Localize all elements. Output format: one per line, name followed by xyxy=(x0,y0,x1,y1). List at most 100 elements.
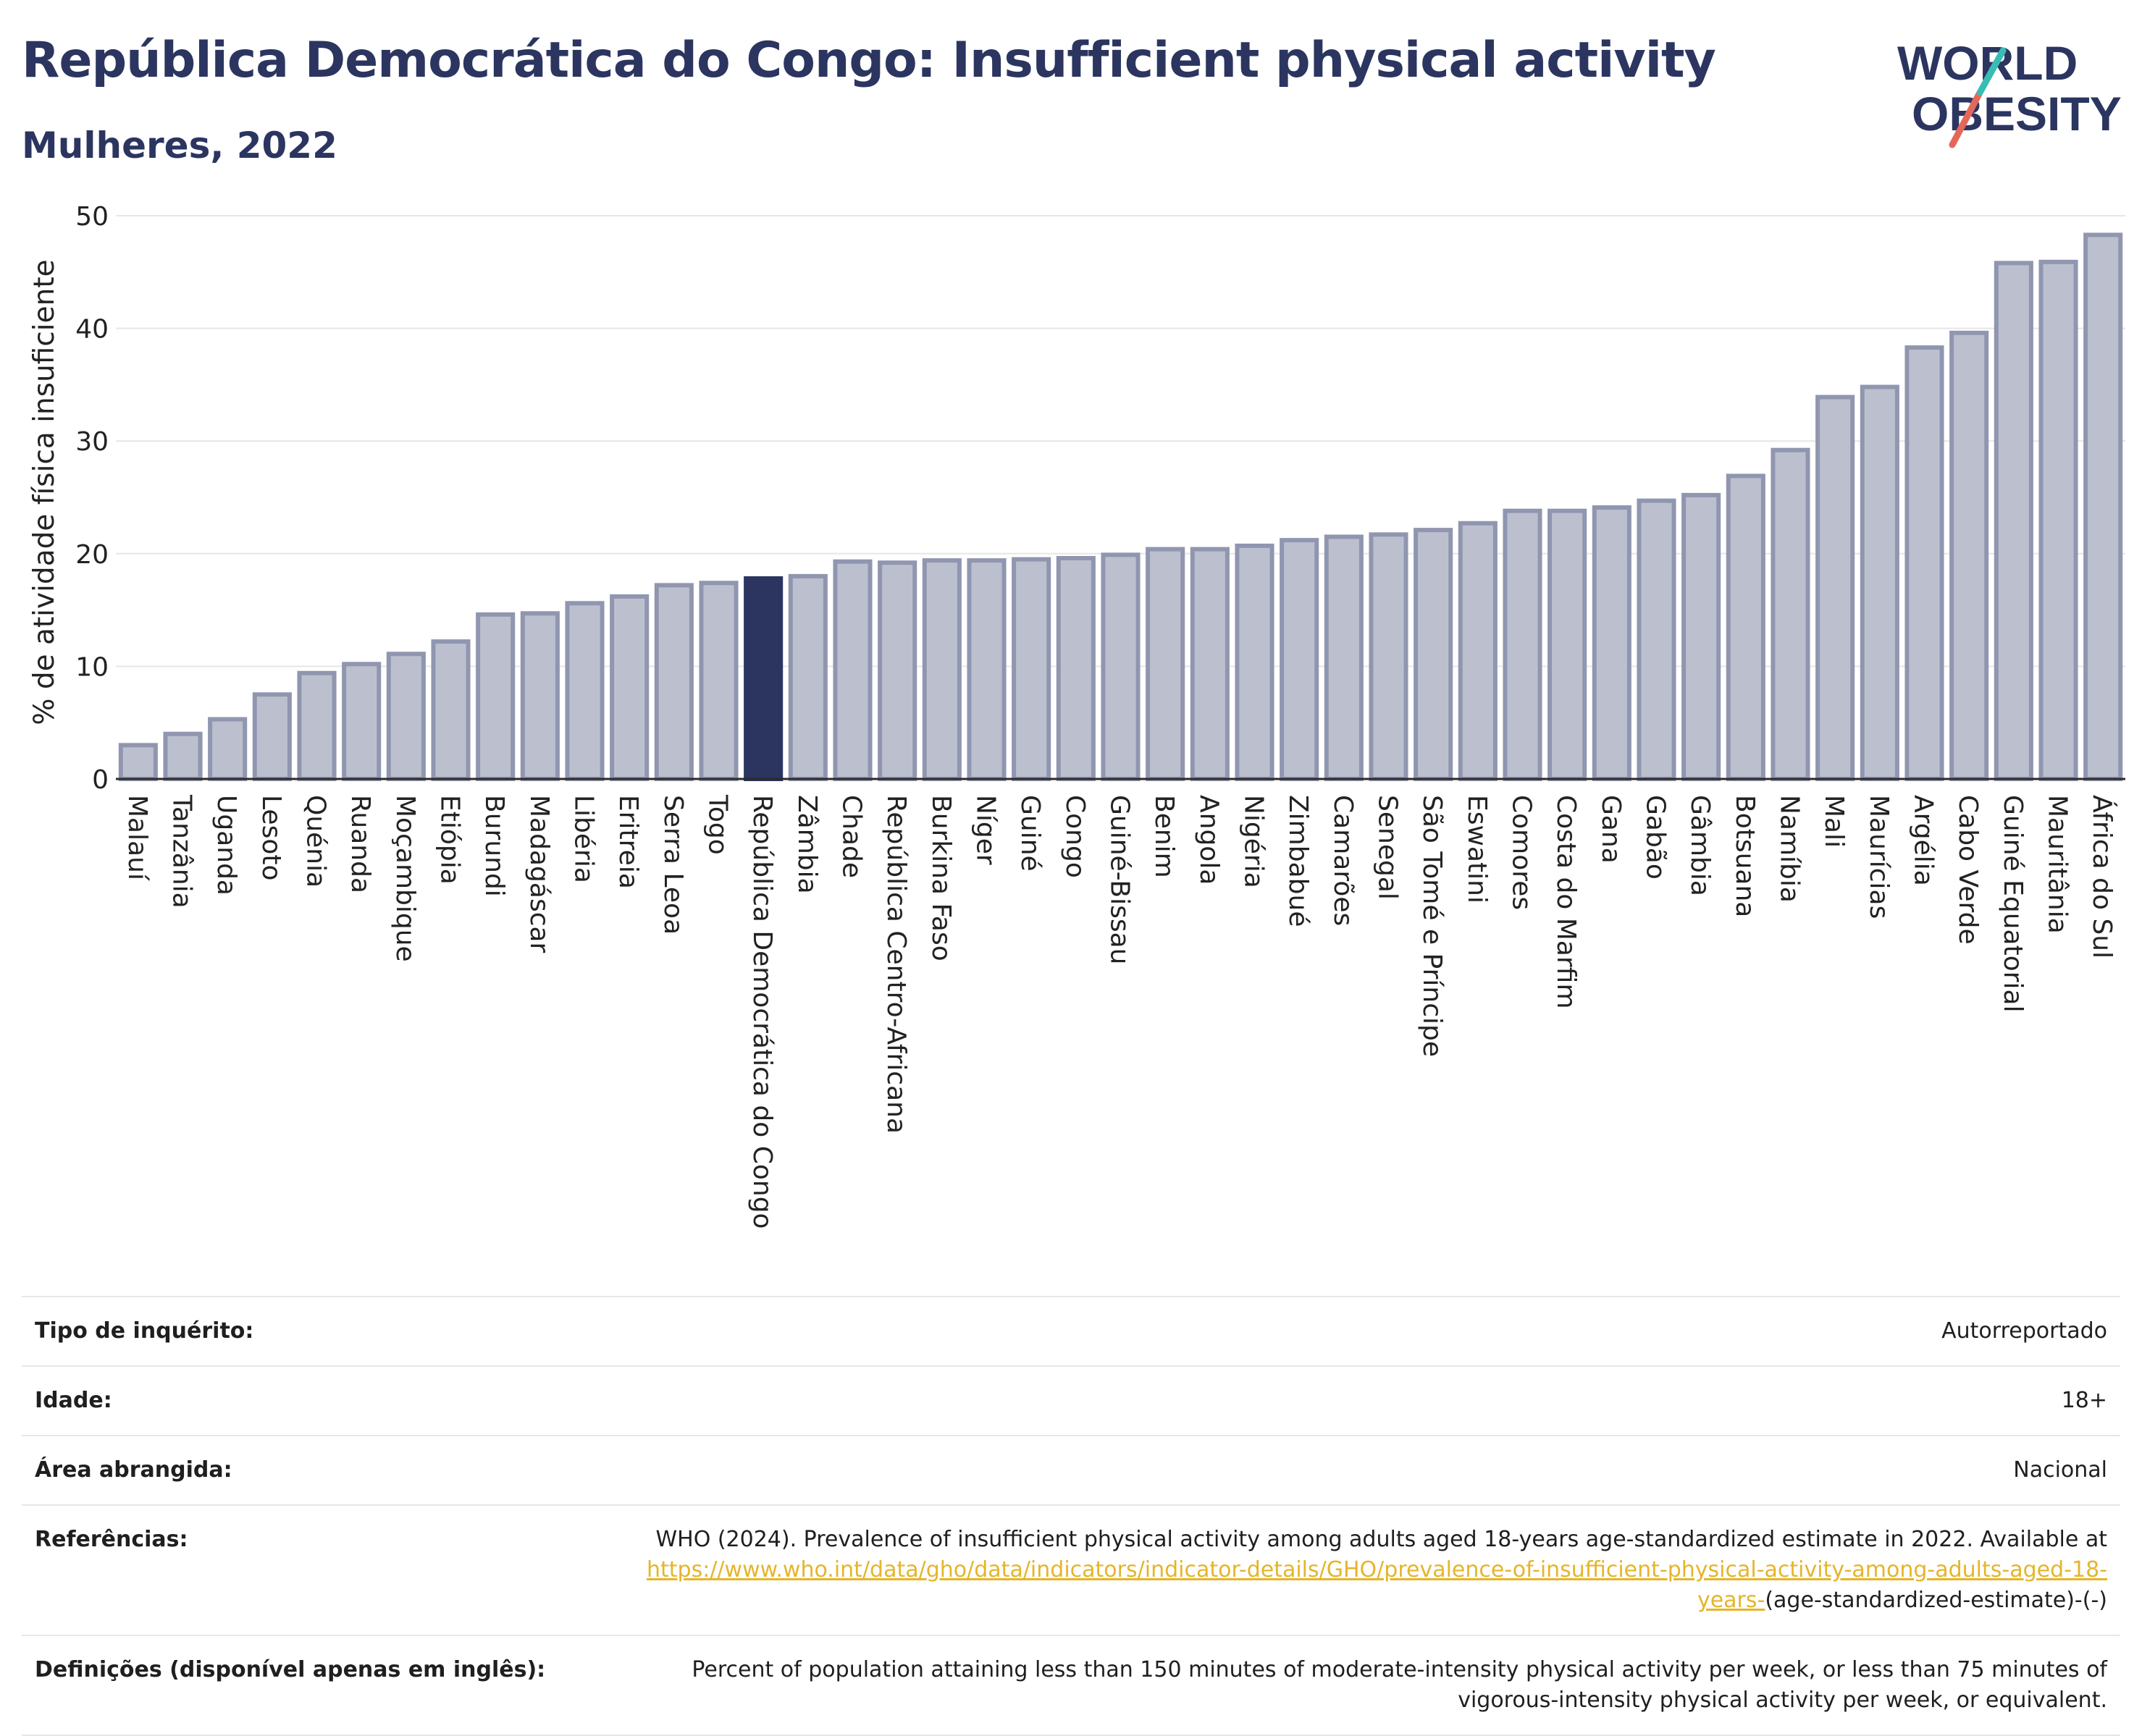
x-tick-label: Eswatini xyxy=(1462,795,1492,903)
bar xyxy=(833,559,873,782)
info-row-references: Referências: WHO (2024). Prevalence of i… xyxy=(22,1505,2120,1635)
chart-title: República Democrática do Congo: Insuffic… xyxy=(22,32,1716,89)
world-obesity-logo: WORLD OBESITY xyxy=(1897,36,2122,148)
bar xyxy=(163,731,203,782)
x-tick-label: Uganda xyxy=(211,795,241,896)
logo-slash-teal xyxy=(1976,47,2007,96)
x-tick-label: Comores xyxy=(1507,795,1537,910)
bar xyxy=(922,558,962,781)
bar xyxy=(1637,498,1676,782)
bar xyxy=(1681,492,1721,781)
bar xyxy=(1190,547,1230,781)
bar xyxy=(1771,447,1810,781)
info-row-definitions: Definições (disponível apenas em inglês)… xyxy=(22,1635,2120,1735)
x-tick-label: Costa do Marfim xyxy=(1551,795,1581,1009)
x-tick-label: Benim xyxy=(1149,795,1179,878)
bar xyxy=(1949,330,1989,782)
bar xyxy=(2083,232,2123,781)
bar xyxy=(1235,543,1274,782)
bar xyxy=(610,594,650,781)
bar xyxy=(1503,508,1542,781)
x-tick-label: Libéria xyxy=(569,795,599,883)
x-tick-label: Zâmbia xyxy=(792,795,822,894)
x-tick-label: Burundi xyxy=(479,795,509,897)
bar xyxy=(1904,345,1944,781)
bar xyxy=(1414,528,1453,782)
bar xyxy=(1101,552,1141,782)
x-tick-label: São Tomé e Príncipe xyxy=(1417,795,1447,1057)
bar xyxy=(654,583,694,781)
x-tick-label: Cabo Verde xyxy=(1953,795,1983,945)
x-tick-label: Etiópia xyxy=(435,795,465,885)
x-tick-label: Guiné-Bissau xyxy=(1105,795,1135,964)
x-tick-label: Guiné xyxy=(1015,795,1045,872)
bar xyxy=(297,670,337,782)
x-tick-label: Maurícias xyxy=(1864,795,1894,919)
bar xyxy=(1324,534,1364,782)
x-tick-label: Serra Leoa xyxy=(658,795,688,935)
x-tick-label: Camarões xyxy=(1328,795,1358,926)
bar xyxy=(967,558,1007,781)
bar xyxy=(1815,395,1855,781)
x-axis-ticks: Malauí Tanzânia Uganda Lesoto Quénia Ruanda Mo… xyxy=(116,778,2125,1229)
bar xyxy=(1994,261,2033,781)
info-label: Referências: xyxy=(35,1527,188,1552)
bar xyxy=(431,639,471,782)
bar xyxy=(1146,547,1185,781)
bar xyxy=(699,581,739,781)
bar xyxy=(1012,557,1051,782)
bar xyxy=(386,652,426,781)
bars xyxy=(118,232,2123,782)
bar xyxy=(520,611,560,781)
y-tick-label: 50 xyxy=(75,202,109,232)
bar xyxy=(1458,521,1498,782)
bar xyxy=(208,717,248,781)
bar xyxy=(1056,556,1096,781)
y-tick-label: 30 xyxy=(75,427,109,457)
y-tick-label: 10 xyxy=(75,652,109,682)
x-tick-label: Namíbia xyxy=(1775,795,1805,903)
info-row-survey-type: Tipo de inquérito: Autorreportado xyxy=(22,1297,2120,1366)
x-tick-label: República Democrática do Congo xyxy=(747,795,777,1229)
info-value: WHO (2024). Prevalence of insufficient p… xyxy=(598,1505,2120,1635)
info-label: Tipo de inquérito: xyxy=(35,1318,254,1344)
x-tick-label: Gâmbia xyxy=(1685,795,1715,896)
y-tick-label: 40 xyxy=(75,315,109,345)
references-suffix: (age-standardized-estimate)-(-) xyxy=(1765,1588,2107,1613)
x-tick-label: Quénia xyxy=(301,795,331,888)
info-label: Área abrangida: xyxy=(35,1457,232,1483)
bar xyxy=(788,573,828,781)
x-tick-label: Botsuana xyxy=(1730,795,1760,917)
x-tick-label: Níger xyxy=(971,795,1001,865)
x-tick-label: Guiné Equatorial xyxy=(1998,795,2028,1013)
bar xyxy=(1547,508,1587,781)
x-tick-label: Gabão xyxy=(1641,795,1671,880)
info-value: Autorreportado xyxy=(1941,1318,2107,1344)
y-tick-label: 20 xyxy=(75,540,109,570)
x-tick-label: República Centro-Africana xyxy=(881,795,911,1134)
chart-subtitle: Mulheres, 2022 xyxy=(22,125,337,167)
x-tick-label: Ruanda xyxy=(345,795,375,893)
x-tick-label: Congo xyxy=(1060,795,1090,878)
references-link[interactable]: https://www.who.int/data/gho/data/indica… xyxy=(647,1557,2107,1613)
bar xyxy=(252,692,292,781)
bar xyxy=(1592,505,1631,782)
info-value: 18+ xyxy=(2061,1388,2107,1413)
info-row-age: Idade: 18+ xyxy=(22,1366,2120,1436)
x-tick-label: Gana xyxy=(1596,795,1626,864)
x-tick-label: Tanzânia xyxy=(167,794,197,909)
bar xyxy=(2038,259,2078,781)
bar xyxy=(342,662,382,782)
info-label: Idade: xyxy=(35,1388,112,1413)
bar xyxy=(1726,473,1765,781)
x-tick-label: Burkina Faso xyxy=(926,795,956,961)
x-tick-label: Eritreia xyxy=(613,795,643,889)
info-label: Definições (disponível apenas em inglês)… xyxy=(35,1657,546,1682)
x-tick-label: Nigéria xyxy=(1239,795,1269,888)
y-axis-label: % de atividade física insuficiente xyxy=(28,259,61,725)
x-tick-label: Moçambique xyxy=(390,795,420,962)
info-table: Tipo de inquérito: Autorreportado Idade:… xyxy=(22,1296,2120,1736)
info-row-area: Área abrangida: Nacional xyxy=(22,1436,2120,1505)
x-tick-label: Togo xyxy=(703,794,733,855)
bar xyxy=(744,576,784,781)
